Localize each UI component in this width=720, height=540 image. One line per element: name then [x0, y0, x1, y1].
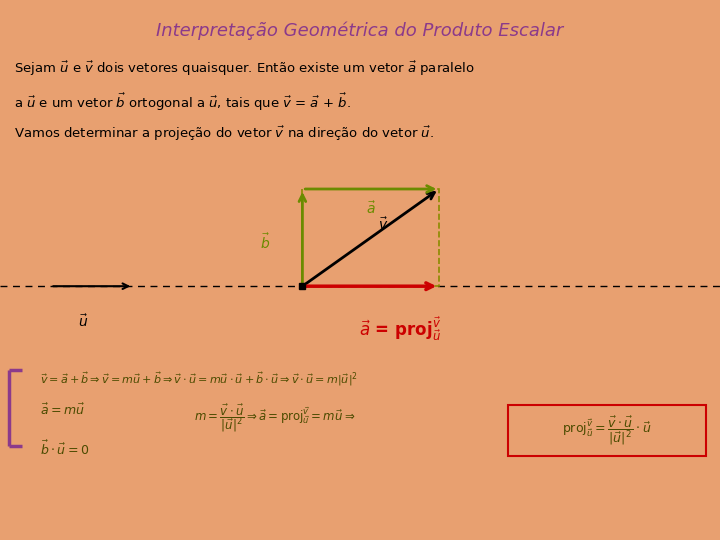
- Text: $\vec{v}$: $\vec{v}$: [377, 216, 388, 233]
- Text: $\vec{a}$ = proj$_{\vec{u}}^{\vec{v}}$: $\vec{a}$ = proj$_{\vec{u}}^{\vec{v}}$: [359, 316, 441, 344]
- Text: Sejam $\vec{u}$ e $\vec{v}$ dois vetores quaisquer. Então existe um vetor $\vec{: Sejam $\vec{u}$ e $\vec{v}$ dois vetores…: [14, 59, 475, 78]
- Text: $\vec{u}$: $\vec{u}$: [78, 313, 88, 330]
- Text: $\vec{v} = \vec{a} + \vec{b} \Rightarrow \vec{v} = m\vec{u} + \vec{b} \Rightarro: $\vec{v} = \vec{a} + \vec{b} \Rightarrow…: [40, 370, 358, 388]
- Bar: [508, 405, 706, 456]
- Text: $\vec{b}$: $\vec{b}$: [260, 233, 270, 252]
- Text: Interpretação Geométrica do Produto Escalar: Interpretação Geométrica do Produto Esca…: [156, 22, 564, 40]
- Text: $\vec{a}$: $\vec{a}$: [366, 201, 376, 217]
- Text: $\vec{a} = m\vec{u}$: $\vec{a} = m\vec{u}$: [40, 402, 84, 417]
- Bar: [302, 189, 439, 286]
- Text: $\mathrm{proj}_{\vec{u}}^{\vec{v}} = \dfrac{\vec{v} \cdot \vec{u}}{|\vec{u}|^2} : $\mathrm{proj}_{\vec{u}}^{\vec{v}} = \df…: [562, 414, 652, 447]
- Text: Vamos determinar a projeção do vetor $\vec{v}$ na direção do vetor $\vec{u}$.: Vamos determinar a projeção do vetor $\v…: [14, 124, 434, 143]
- Text: $m = \dfrac{\vec{v} \cdot \vec{u}}{|\vec{u}|^2} \Rightarrow \vec{a} = \mathrm{pr: $m = \dfrac{\vec{v} \cdot \vec{u}}{|\vec…: [194, 402, 356, 435]
- Text: $\vec{b} \cdot \vec{u} = 0$: $\vec{b} \cdot \vec{u} = 0$: [40, 440, 89, 458]
- Text: a $\vec{u}$ e um vetor $\vec{b}$ ortogonal a $\vec{u}$, tais que $\vec{v}$ = $\v: a $\vec{u}$ e um vetor $\vec{b}$ ortogon…: [14, 92, 351, 113]
